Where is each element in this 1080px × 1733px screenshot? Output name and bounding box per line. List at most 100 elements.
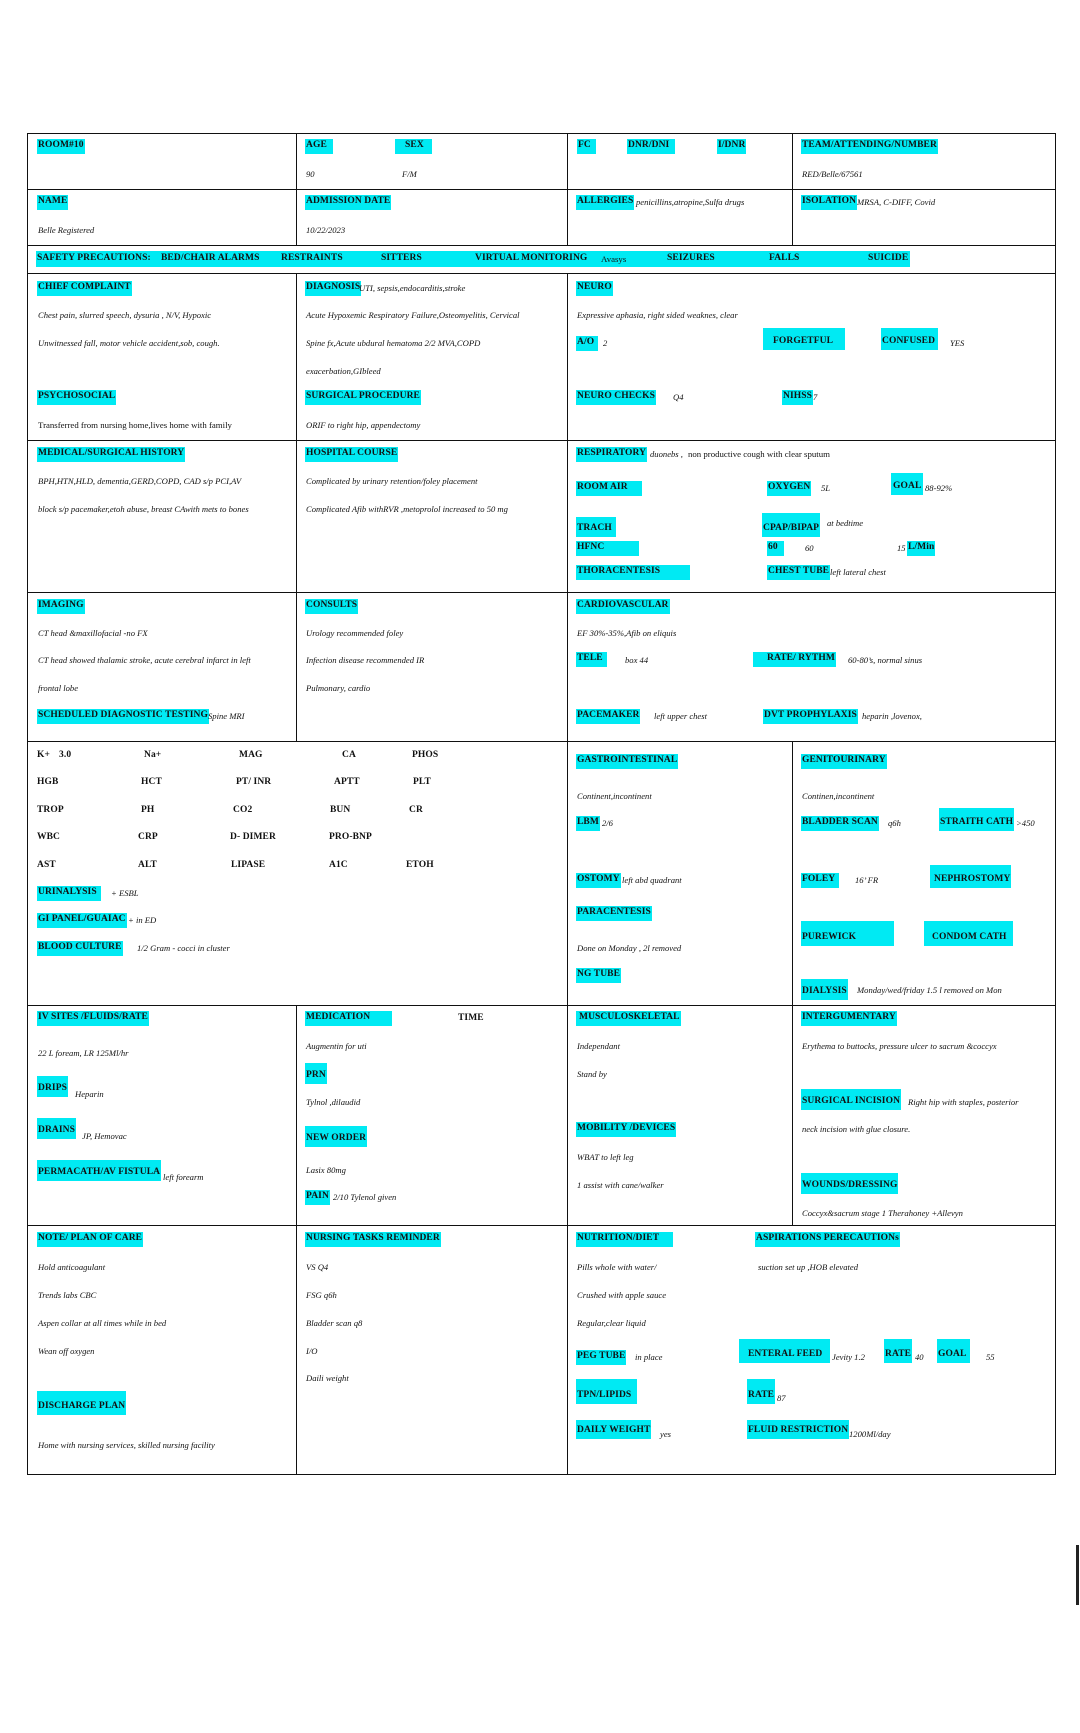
feed-goal-value: 55 bbox=[986, 1352, 995, 1362]
plan-of-care-line: Hold anticoagulant bbox=[38, 1262, 106, 1272]
virtual-monitoring[interactable]: VIRTUAL MONITORING bbox=[475, 253, 588, 263]
pacemaker-value: left upper chest bbox=[654, 711, 707, 721]
scheduled-testing-label: SCHEDULED DIAGNOSTIC TESTING bbox=[37, 709, 209, 724]
lmin-label: L/Min bbox=[907, 541, 936, 556]
nursing-task: Daili weight bbox=[306, 1373, 349, 1383]
name-label: NAME bbox=[37, 195, 69, 210]
seizures[interactable]: SEIZURES bbox=[667, 253, 715, 263]
nutrition-line: Pills whole with water/ bbox=[577, 1262, 657, 1272]
nursing-task: FSG q6h bbox=[306, 1290, 337, 1300]
mobility-line: 1 assist with cane/walker bbox=[577, 1180, 664, 1190]
lab-pro-bnp: PRO-BNP bbox=[329, 832, 372, 842]
trach-label: TRACH bbox=[576, 517, 616, 537]
wounds-dressing-value: Coccyx&sacrum stage 1 Therahoney +Allevy… bbox=[802, 1208, 963, 1218]
pain-label: PAIN bbox=[305, 1190, 330, 1205]
nursing-task: VS Q4 bbox=[306, 1262, 329, 1272]
permacath-value: left forearm bbox=[163, 1172, 204, 1182]
musculoskeletal-label: MUSCULOSKELETAL bbox=[576, 1011, 681, 1026]
respiratory-inline: duonebs , bbox=[650, 449, 683, 459]
oxygen-value: 5L bbox=[821, 483, 831, 493]
hospital-course-line: Complicated by urinary retention/foley p… bbox=[306, 476, 478, 486]
col-divider bbox=[792, 741, 793, 1225]
scrollbar[interactable] bbox=[1076, 1545, 1079, 1605]
tpn-rate-label: RATE bbox=[747, 1379, 776, 1404]
permacath-label: PERMACATH/AV FISTULA bbox=[37, 1160, 162, 1181]
hospital-course-label: HOSPITAL COURSE bbox=[305, 447, 399, 462]
col-divider bbox=[567, 273, 568, 1475]
col-divider bbox=[792, 133, 793, 245]
surgical-incision-line: neck incision with glue closure. bbox=[802, 1124, 911, 1134]
scheduled-testing-value: Spine MRI bbox=[208, 711, 245, 721]
lab-cr: CR bbox=[409, 805, 423, 815]
neuro-label: NEURO bbox=[576, 281, 613, 296]
team-label: TEAM/ATTENDING/NUMBER bbox=[801, 139, 938, 154]
fluid-restriction-label: FLUID RESTRICTION bbox=[747, 1420, 850, 1439]
blood-culture-value: 1/2 Gram - cocci in cluster bbox=[137, 943, 230, 953]
nihss-label: NIHSS bbox=[782, 390, 814, 405]
oxygen-label: OXYGEN bbox=[767, 481, 812, 496]
nihss-value: 7 bbox=[813, 392, 818, 402]
new-order-value: Lasix 80mg bbox=[306, 1165, 346, 1175]
row-divider bbox=[27, 1005, 1056, 1006]
lab-k-value: 3.0 bbox=[59, 750, 72, 760]
sex-label: SEX bbox=[395, 139, 432, 154]
lbm-label: LBM bbox=[576, 816, 600, 831]
plan-of-care-line: Trends labs CBC bbox=[38, 1290, 97, 1300]
ostomy-value: left abd quadrant bbox=[622, 875, 682, 885]
fluid-restriction-value: 1200Ml/day bbox=[849, 1429, 891, 1439]
aspiration-precautions-label: ASPIRATIONS PERECAUTIONs bbox=[755, 1232, 900, 1247]
sitters[interactable]: SITTERS bbox=[381, 253, 422, 263]
nephrostomy-label: NEPHROSTOMY bbox=[930, 865, 1012, 888]
gi-panel-label: GI PANEL/GUAIAC bbox=[37, 913, 127, 928]
consults-line: Pulmonary, cardio bbox=[306, 683, 371, 693]
diagnosis-line: exacerbation,GIbleed bbox=[306, 366, 381, 376]
team-value: RED/Belle/67561 bbox=[802, 169, 863, 179]
safety-label: SAFETY PRECAUTIONS: bbox=[37, 253, 151, 263]
medical-history-line: block s/p pacemaker,etoh abuse, breast C… bbox=[38, 504, 249, 514]
i-dnr-label: I/DNR bbox=[717, 139, 747, 154]
cpap-bipap-label: CPAP/BIPAP bbox=[762, 513, 821, 537]
tpn-lipids-label: TPN/LIPIDS bbox=[576, 1379, 638, 1404]
falls[interactable]: FALLS bbox=[769, 253, 800, 263]
thoracentesis-label: THORACENTESIS bbox=[576, 565, 691, 580]
genitourinary-label: GENITOURINARY bbox=[801, 754, 887, 769]
mobility-line: WBAT to left leg bbox=[577, 1152, 634, 1162]
psychosocial-label: PSYCHOSOCIAL bbox=[37, 390, 117, 405]
feed-rate-label: RATE bbox=[884, 1339, 913, 1363]
lab-ph: PH bbox=[141, 805, 155, 815]
flow-rate-value: 15 bbox=[897, 543, 906, 553]
restraints[interactable]: RESTRAINTS bbox=[281, 253, 343, 263]
lab-mag: MAG bbox=[239, 750, 263, 760]
chief-complaint-line: Unwitnessed fall, motor vehicle accident… bbox=[38, 338, 220, 348]
dnr-dni-label: DNR/DNI bbox=[627, 139, 676, 154]
blood-culture-label: BLOOD CULTURE bbox=[37, 941, 123, 956]
allergies-label: ALLERGIES bbox=[576, 195, 635, 210]
discharge-plan-value: Home with nursing services, skilled nurs… bbox=[38, 1440, 215, 1450]
hfnc-label: HFNC bbox=[576, 541, 640, 556]
suicide[interactable]: SUICIDE bbox=[868, 253, 909, 263]
cardiovascular-label: CARDIOVASCULAR bbox=[576, 599, 670, 614]
ao-value: 2 bbox=[603, 338, 608, 348]
musculoskeletal-line: Independant bbox=[577, 1041, 620, 1051]
time-label: TIME bbox=[458, 1013, 484, 1023]
lab-hct: HCT bbox=[141, 777, 162, 787]
nutrition-line: Regular,clear liquid bbox=[577, 1318, 646, 1328]
nutrition-diet-label: NUTRITION/DIET bbox=[576, 1232, 674, 1247]
tpn-rate-value: 87 bbox=[777, 1393, 786, 1403]
neuro-checks-label: NEURO CHECKS bbox=[576, 390, 657, 405]
integumentary-value: Erythema to buttocks, pressure ulcer to … bbox=[802, 1041, 997, 1051]
safety-highlight bbox=[36, 251, 910, 267]
pain-value: 2/10 Tylenol given bbox=[333, 1192, 397, 1202]
chief-complaint-label: CHIEF COMPLAINT bbox=[37, 281, 132, 296]
drips-label: DRIPS bbox=[37, 1076, 69, 1097]
bed-chair-alarms[interactable]: BED/CHAIR ALARMS bbox=[161, 253, 260, 263]
rate-rhythm-label: RATE/ RYTHM bbox=[753, 652, 836, 667]
gi-continence: Continent,incontinent bbox=[577, 791, 652, 801]
bladder-scan-value: q6h bbox=[888, 818, 901, 828]
tele-value: box 44 bbox=[625, 655, 649, 665]
consults-line: Urology recommended foley bbox=[306, 628, 404, 638]
paracentesis-label: PARACENTESIS bbox=[576, 906, 652, 921]
row-divider bbox=[27, 245, 1056, 246]
dialysis-value: Monday/wed/friday 1.5 l removed on Mon bbox=[857, 985, 1002, 995]
pacemaker-label: PACEMAKER bbox=[576, 709, 641, 724]
